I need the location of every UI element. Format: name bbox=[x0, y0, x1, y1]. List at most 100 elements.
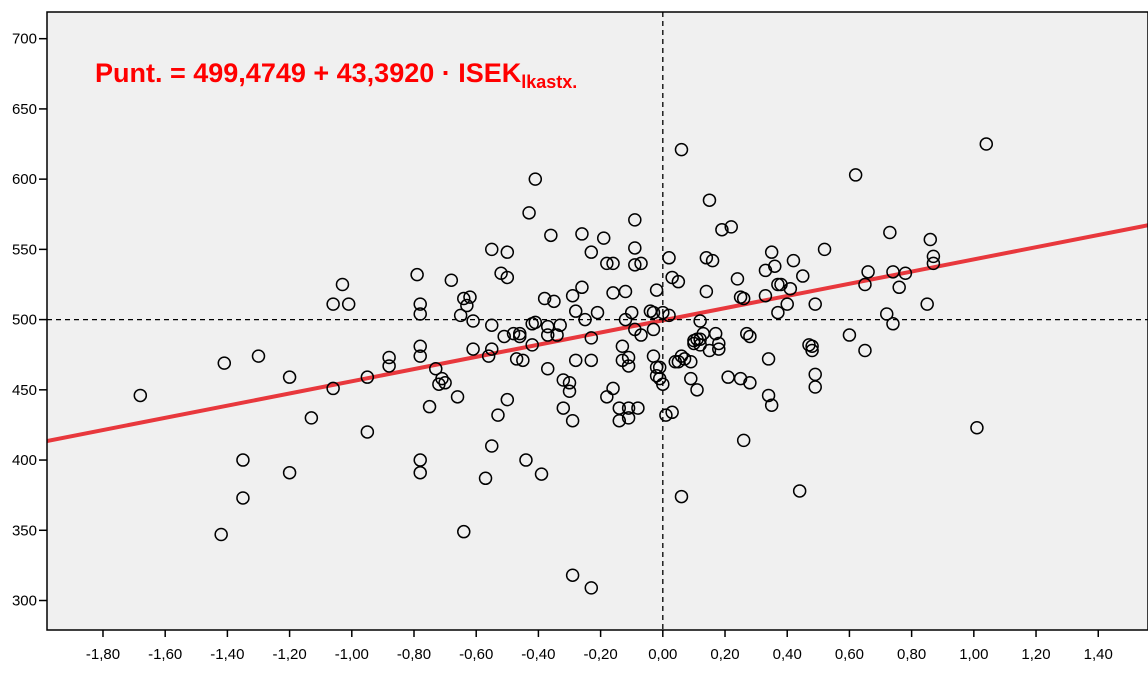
data-point bbox=[410, 267, 424, 282]
data-point bbox=[500, 245, 515, 259]
x-tick-label: -1,60 bbox=[148, 646, 182, 663]
data-point bbox=[758, 288, 773, 303]
data-point bbox=[656, 305, 670, 320]
data-point bbox=[568, 353, 583, 368]
data-point bbox=[724, 220, 738, 234]
data-point bbox=[761, 388, 776, 403]
data-point bbox=[792, 484, 807, 498]
data-point bbox=[562, 376, 577, 390]
y-tick-label: 600 bbox=[12, 171, 37, 188]
data-point bbox=[808, 367, 822, 382]
data-point bbox=[466, 342, 480, 356]
data-point bbox=[304, 411, 319, 425]
data-point bbox=[926, 249, 941, 264]
data-point bbox=[236, 491, 250, 505]
data-point bbox=[858, 277, 872, 292]
data-point bbox=[413, 349, 427, 363]
data-point bbox=[485, 242, 499, 257]
y-tick-label: 550 bbox=[12, 241, 37, 258]
y-tick-label: 300 bbox=[12, 593, 37, 610]
data-point bbox=[662, 251, 676, 265]
data-point bbox=[478, 471, 493, 486]
data-point bbox=[544, 228, 558, 243]
data-point bbox=[662, 308, 676, 323]
data-point bbox=[528, 315, 543, 330]
data-point bbox=[500, 392, 515, 407]
data-point bbox=[450, 390, 465, 404]
y-tick-label: 650 bbox=[12, 101, 37, 118]
data-point bbox=[360, 370, 375, 384]
reference-lines bbox=[47, 12, 1148, 630]
data-point bbox=[236, 453, 250, 467]
data-point bbox=[466, 314, 480, 328]
data-point bbox=[326, 297, 340, 311]
data-point bbox=[652, 360, 667, 375]
data-point bbox=[656, 377, 670, 391]
x-tick-label: -0,40 bbox=[521, 646, 555, 663]
data-point bbox=[646, 305, 661, 320]
data-point bbox=[522, 206, 536, 220]
axes: -1,80 -1,60 -1,40 -1,20 -1,00 -0,80 -0,60 -0,40… bbox=[12, 11, 1148, 663]
data-point bbox=[628, 213, 642, 227]
data-point bbox=[491, 408, 505, 422]
data-point bbox=[540, 362, 555, 376]
data-point bbox=[805, 339, 819, 354]
data-point bbox=[214, 527, 228, 542]
data-point bbox=[736, 291, 751, 306]
data-point bbox=[457, 291, 471, 306]
data-point bbox=[690, 383, 704, 397]
x-tick-label: 0,80 bbox=[897, 646, 926, 663]
data-point bbox=[382, 350, 396, 365]
data-point bbox=[618, 284, 633, 299]
data-point bbox=[556, 373, 571, 387]
data-point bbox=[764, 245, 779, 259]
x-tick-label: -0,60 bbox=[459, 646, 493, 663]
data-point bbox=[783, 281, 798, 296]
data-point bbox=[848, 168, 863, 182]
data-point bbox=[575, 227, 589, 241]
data-point bbox=[565, 568, 580, 582]
data-point bbox=[898, 266, 913, 280]
data-point bbox=[659, 408, 673, 422]
y-tick-label: 500 bbox=[12, 312, 37, 329]
plot-frame bbox=[46, 11, 1148, 631]
data-point bbox=[628, 258, 642, 272]
data-point bbox=[500, 270, 515, 285]
data-point bbox=[892, 280, 906, 295]
data-point bbox=[435, 371, 449, 386]
data-point bbox=[615, 339, 630, 354]
data-point bbox=[565, 288, 580, 303]
data-point bbox=[534, 467, 549, 481]
data-point bbox=[684, 371, 698, 386]
data-point bbox=[429, 362, 443, 376]
data-point bbox=[537, 291, 552, 306]
data-point bbox=[341, 297, 356, 311]
data-point bbox=[590, 305, 605, 320]
data-point bbox=[730, 272, 745, 286]
data-point bbox=[575, 280, 589, 295]
x-tick-label: 0,20 bbox=[710, 646, 739, 663]
data-point bbox=[528, 172, 543, 186]
data-point bbox=[606, 381, 620, 396]
data-point bbox=[621, 359, 636, 373]
data-point bbox=[624, 305, 639, 320]
data-point bbox=[740, 326, 754, 341]
data-point bbox=[584, 581, 599, 595]
data-point bbox=[413, 307, 427, 321]
x-tick-label: -0,80 bbox=[397, 646, 431, 663]
data-point bbox=[463, 290, 477, 304]
plot-area bbox=[47, 12, 1148, 630]
data-point bbox=[413, 297, 427, 311]
data-point bbox=[858, 343, 872, 358]
data-point bbox=[516, 353, 530, 368]
data-point bbox=[512, 329, 527, 344]
data-point bbox=[251, 349, 266, 363]
data-point bbox=[606, 256, 620, 271]
data-point bbox=[649, 283, 664, 297]
data-point bbox=[485, 439, 499, 453]
y-tick-label: 400 bbox=[12, 452, 37, 469]
data-point bbox=[444, 273, 459, 288]
data-point bbox=[736, 433, 751, 448]
data-point bbox=[631, 401, 645, 415]
data-point bbox=[497, 329, 511, 344]
